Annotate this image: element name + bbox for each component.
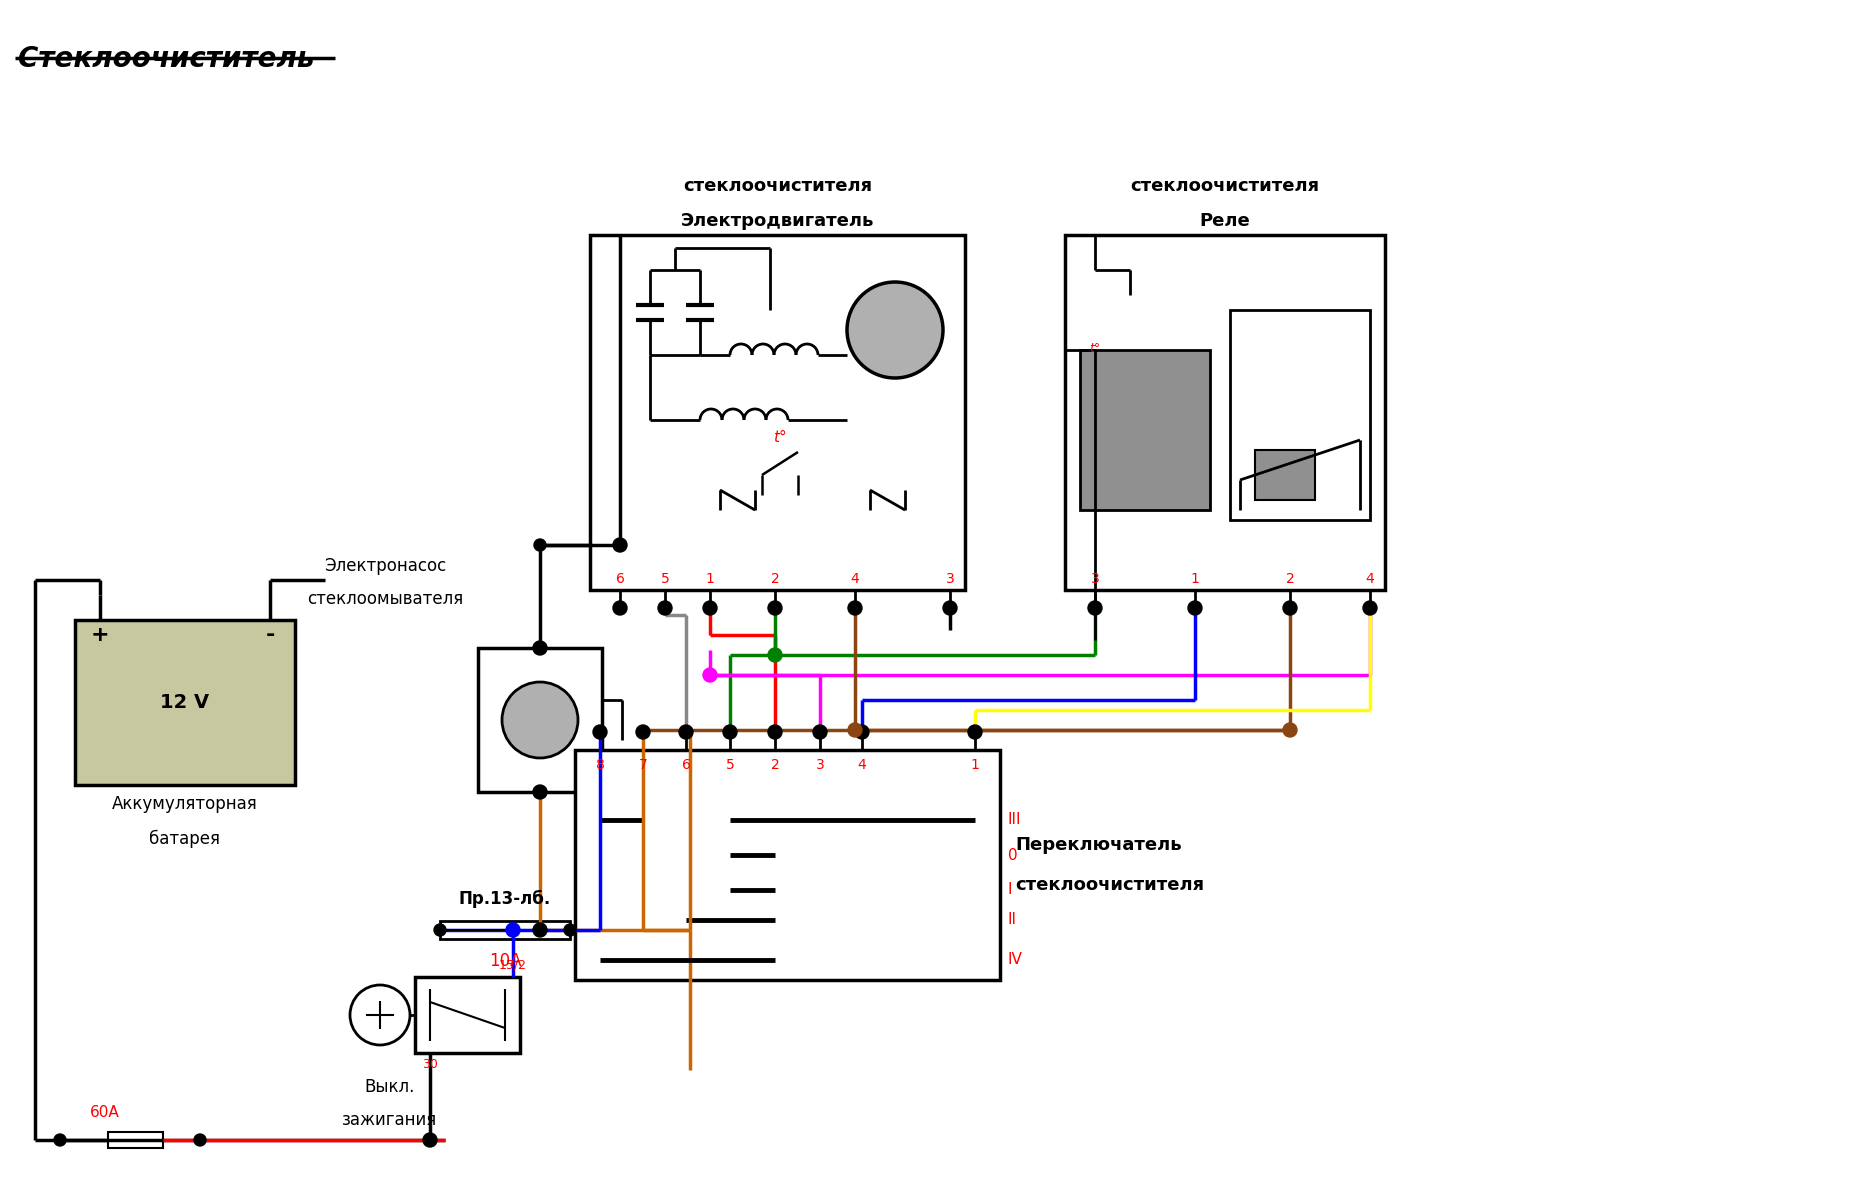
Text: 15/2: 15/2 [499,959,527,972]
Text: -: - [265,625,275,645]
Text: зажигания: зажигания [343,1111,438,1129]
Text: Реле: Реле [1200,212,1250,230]
Circle shape [679,725,694,739]
Circle shape [434,924,445,936]
Bar [1080,350,1209,510]
Circle shape [723,725,736,739]
Circle shape [532,641,547,655]
Bar [590,236,965,590]
Text: 8: 8 [595,758,605,772]
Text: 5: 5 [660,572,670,587]
Bar [440,921,569,939]
Circle shape [703,601,718,615]
Circle shape [942,601,957,615]
Text: 10A: 10A [488,952,521,970]
Circle shape [594,725,607,739]
Circle shape [768,648,783,662]
Text: 1: 1 [970,758,979,772]
Text: Выкл.: Выкл. [365,1078,416,1096]
Circle shape [532,785,547,799]
Circle shape [564,924,577,936]
Bar [416,977,519,1053]
Text: t°: t° [774,430,787,445]
Bar [74,620,295,785]
Text: t°: t° [1089,343,1100,355]
Text: 4: 4 [1365,572,1375,587]
Text: 4: 4 [857,758,866,772]
Text: стеклоомывателя: стеклоомывателя [306,590,464,608]
Text: 2: 2 [1286,572,1295,587]
Text: 3: 3 [816,758,824,772]
Text: Электронасос: Электронасос [325,557,445,575]
Text: 4: 4 [851,572,859,587]
Circle shape [1284,601,1297,615]
Circle shape [636,725,649,739]
Text: стеклоочистителя: стеклоочистителя [683,177,872,195]
Text: 5: 5 [725,758,735,772]
Text: 12 V: 12 V [160,694,210,712]
Circle shape [848,282,942,377]
Text: 1: 1 [705,572,714,587]
Text: 6: 6 [681,758,690,772]
Circle shape [506,923,519,938]
Circle shape [703,668,718,682]
Text: 30: 30 [423,1058,438,1071]
Bar [1065,236,1386,590]
Circle shape [855,725,868,739]
Circle shape [768,601,783,615]
Bar [575,750,1000,980]
Circle shape [659,601,672,615]
Circle shape [812,725,827,739]
Text: III: III [1007,813,1022,827]
Text: 6: 6 [616,572,625,587]
Text: Электродвигатель: Электродвигатель [681,212,874,230]
Text: Пр.13-лб.: Пр.13-лб. [458,889,551,908]
Circle shape [1089,601,1102,615]
Bar [1230,310,1371,520]
Text: IV: IV [1007,952,1022,968]
Circle shape [503,682,579,758]
Bar [1256,450,1315,500]
Text: 1: 1 [1191,572,1200,587]
Text: Стеклоочиститель: Стеклоочиститель [19,44,313,73]
Text: 3: 3 [1091,572,1100,587]
Circle shape [423,1133,438,1147]
Text: стеклоочистителя: стеклоочистителя [1015,876,1204,894]
Text: I: I [1007,882,1013,898]
Circle shape [848,722,863,737]
Circle shape [612,601,627,615]
Text: 60A: 60A [91,1105,121,1120]
Circle shape [1284,722,1297,737]
Text: II: II [1007,912,1017,928]
Circle shape [532,923,547,938]
Circle shape [612,538,627,552]
Circle shape [534,538,545,551]
Circle shape [54,1133,67,1146]
Text: Переключатель: Переключатель [1015,837,1182,853]
Text: +: + [91,625,109,645]
Text: батарея: батарея [150,831,221,849]
Text: стеклоочистителя: стеклоочистителя [1130,177,1319,195]
Text: 7: 7 [638,758,647,772]
Bar [479,648,603,792]
Circle shape [1363,601,1376,615]
Circle shape [768,725,783,739]
Circle shape [195,1133,206,1146]
Text: 2: 2 [770,572,779,587]
Text: 2: 2 [770,758,779,772]
Text: 0: 0 [1007,847,1018,863]
Circle shape [848,601,863,615]
Text: Аккумуляторная: Аккумуляторная [111,795,258,813]
Circle shape [351,984,410,1045]
Text: 3: 3 [946,572,953,587]
Bar [108,1132,163,1148]
Circle shape [1187,601,1202,615]
Circle shape [968,725,981,739]
